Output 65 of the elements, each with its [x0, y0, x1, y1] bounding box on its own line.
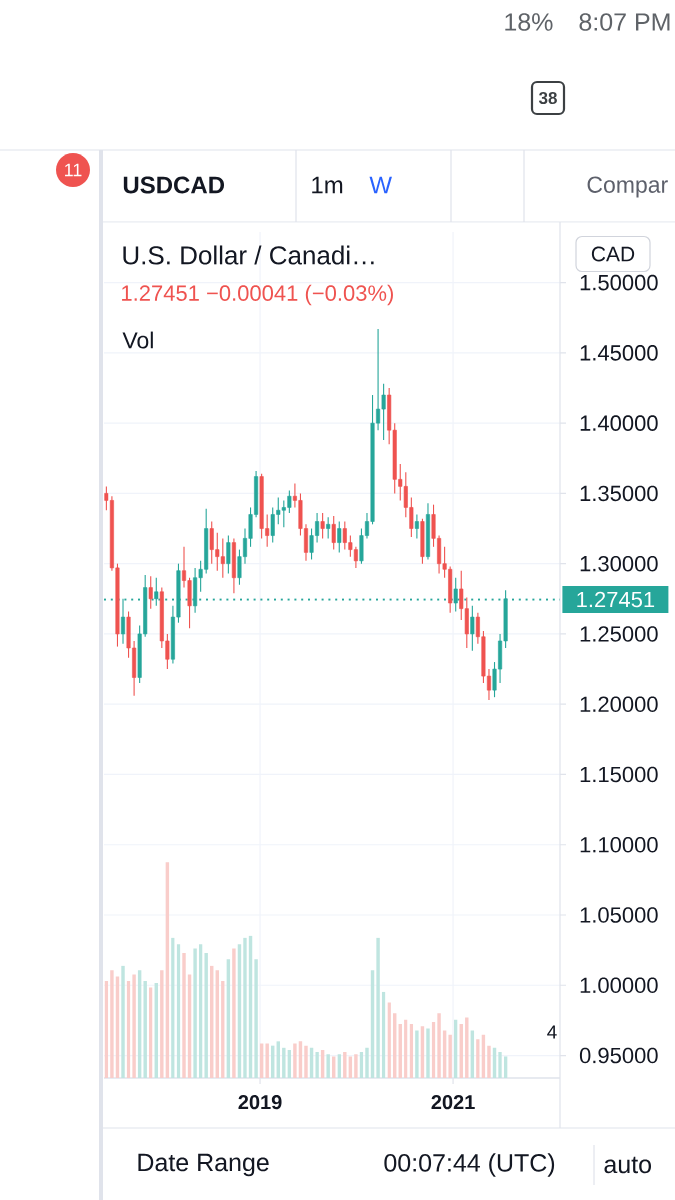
- y-tick-label: 1.30000: [580, 555, 658, 572]
- bar: [121, 965, 125, 1079]
- bar: [326, 1054, 330, 1079]
- candlestick: [148, 575, 153, 610]
- bar: [465, 1017, 469, 1079]
- bar: [437, 1013, 441, 1079]
- text: 1m: [312, 176, 343, 194]
- candlestick: [226, 535, 231, 575]
- text: 11: [65, 163, 82, 177]
- chart-title: U.S. Dollar / Canadi…: [123, 245, 374, 265]
- bar: [343, 1052, 347, 1079]
- x-tick-label: 2021: [431, 1095, 475, 1110]
- bar: [254, 959, 258, 1079]
- y-tick-label: 1.15000: [580, 766, 658, 783]
- text: Date Range: [138, 1153, 269, 1177]
- text: 1.27451 −0.00041 (−0.03%): [122, 284, 393, 306]
- candlestick: [470, 605, 475, 652]
- text: 00:07:44 (UTC): [384, 1153, 555, 1177]
- text: 8:07 PM: [579, 13, 670, 31]
- bar: [282, 1047, 286, 1079]
- annotation: 4: [547, 1025, 557, 1039]
- bar: [110, 970, 114, 1079]
- bar: [448, 1034, 452, 1079]
- y-tick-label: 1.20000: [580, 696, 658, 712]
- candlestick: [414, 513, 419, 539]
- bar: [232, 948, 236, 1079]
- bar: [365, 1047, 369, 1079]
- x-tick-label: 2019: [238, 1095, 282, 1110]
- y-tick-label: 1.25000: [580, 626, 658, 642]
- bar: [487, 1045, 491, 1079]
- y-tick-label: 1.45000: [580, 345, 658, 361]
- text: Compar: [587, 176, 668, 198]
- bar: [160, 970, 164, 1079]
- text: auto: [604, 1156, 652, 1174]
- text: USDCAD: [123, 176, 225, 194]
- text: 18%: [505, 13, 553, 31]
- ref-line-label: 1.27451: [577, 591, 655, 608]
- bar: [204, 952, 208, 1079]
- y-tick-label: 1.00000: [580, 977, 658, 994]
- bar: [132, 974, 136, 1079]
- annotation: Vol: [122, 331, 153, 349]
- candlestick: [104, 485, 109, 511]
- candlestick: [326, 516, 331, 539]
- text: W: [369, 176, 392, 194]
- bar: [376, 937, 380, 1079]
- bar: [143, 980, 147, 1079]
- y-tick-label: 0.95000: [579, 1047, 658, 1064]
- bar: [293, 1043, 297, 1079]
- y-tick-label: 1.05000: [580, 907, 658, 923]
- y-tick-label: 1.10000: [580, 836, 658, 853]
- y-tick-label: 1.40000: [580, 415, 658, 431]
- candlestick: [331, 515, 336, 551]
- bar: [304, 1045, 308, 1079]
- y-tick-label: 1.35000: [580, 485, 658, 502]
- y-tick-label: 1.50000: [580, 274, 658, 291]
- bar: [354, 1054, 358, 1079]
- bar: [415, 1030, 419, 1079]
- candlestick: [337, 520, 342, 553]
- text: CAD: [591, 246, 635, 262]
- candlestick: [320, 512, 325, 539]
- bar: [193, 948, 197, 1079]
- text: 38: [538, 92, 557, 105]
- bar: [426, 1028, 430, 1079]
- bar: [265, 1043, 269, 1079]
- bar: [182, 952, 186, 1079]
